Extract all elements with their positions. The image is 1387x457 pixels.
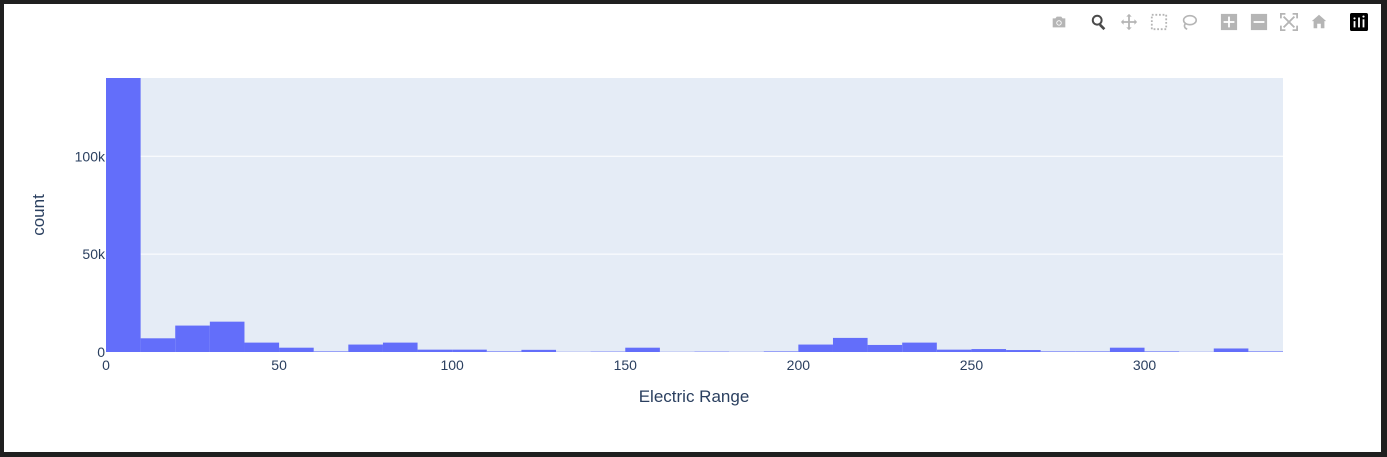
histogram-bar-30[interactable] [1144,351,1180,352]
histogram-bar-29[interactable] [1109,347,1145,352]
histogram-bar-26[interactable] [1006,350,1041,352]
histogram-bar-4[interactable] [244,342,280,352]
lasso-select-icon[interactable] [1177,10,1201,34]
x-tick-labels: 0 50 100 150 200 250 300 [102,357,1156,373]
histogram-bar-20[interactable] [798,344,833,352]
y-tick-label: 50k [82,246,106,262]
histogram-bar-27[interactable] [1040,351,1076,352]
y-tick-label: 100k [75,148,106,164]
histogram-bar-7[interactable] [348,344,383,352]
modebar [1047,10,1371,34]
histogram-bar-10[interactable] [452,349,487,352]
reset-axes-icon[interactable] [1307,10,1331,34]
y-tick-label: 0 [97,344,105,360]
histogram-bar-6[interactable] [313,351,349,352]
bars [106,78,1283,352]
pan-icon[interactable] [1117,10,1141,34]
x-tick-label: 50 [271,357,287,373]
x-tick-label: 100 [440,357,464,373]
y-tick-labels: 0 50k 100k [75,148,106,360]
histogram-bar-1[interactable] [140,338,176,352]
histogram-bar-21[interactable] [832,337,868,352]
box-select-icon[interactable] [1147,10,1171,34]
histogram-bar-32[interactable] [1213,348,1249,352]
histogram-bar-24[interactable] [936,349,972,352]
y-axis-title: count [29,194,48,236]
x-tick-label: 0 [102,357,110,373]
histogram-bar-8[interactable] [382,342,418,352]
autoscale-icon[interactable] [1277,10,1301,34]
gridlines [106,155,1283,255]
x-tick-label: 300 [1133,357,1157,373]
plotly-logo-icon[interactable] [1347,10,1371,34]
histogram-bar-5[interactable] [279,347,314,352]
histogram-bar-19[interactable] [763,351,799,352]
histogram-bar-28[interactable] [1075,351,1110,352]
histogram-bar-9[interactable] [417,349,453,352]
plot-area[interactable] [106,78,1283,352]
zoom-out-icon[interactable] [1247,10,1271,34]
histogram-chart: 0 50 100 150 200 250 300 0 50k 100k Electric Ran… [29,78,1283,406]
x-tick-label: 250 [960,357,984,373]
histogram-bar-33[interactable] [1248,351,1283,352]
histogram-bar-2[interactable] [175,325,210,352]
plot-container: 0 50 100 150 200 250 300 0 50k 100k Electric Ran… [4,4,1381,452]
histogram-bar-3[interactable] [209,321,245,352]
histogram-bar-25[interactable] [971,349,1007,352]
histogram-bar-23[interactable] [902,342,937,352]
camera-icon[interactable] [1047,10,1071,34]
histogram-bar-0[interactable] [106,78,141,352]
histogram-bar-15[interactable] [625,347,660,352]
histogram-bar-22[interactable] [867,344,903,352]
x-tick-label: 200 [787,357,811,373]
x-axis-title: Electric Range [639,387,750,406]
x-tick-label: 150 [614,357,638,373]
histogram-bar-12[interactable] [521,349,557,352]
histogram-bar-11[interactable] [486,351,522,352]
zoom-in-icon[interactable] [1217,10,1241,34]
zoom-icon[interactable] [1087,10,1111,34]
